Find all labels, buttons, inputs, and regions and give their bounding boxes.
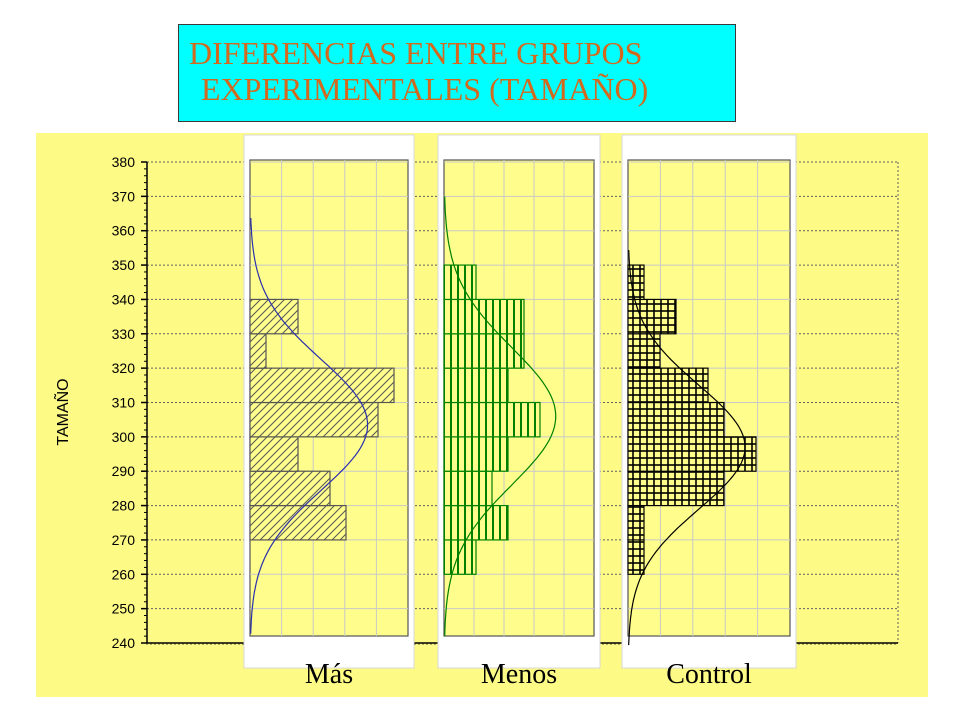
y-tick-label: 280 <box>112 498 136 514</box>
y-tick-label: 290 <box>112 463 136 479</box>
group-label: Más <box>305 659 353 690</box>
histogram-bar <box>249 298 299 335</box>
histogram-bar <box>627 470 725 507</box>
histogram-bar <box>627 539 645 575</box>
y-tick-label: 370 <box>112 188 136 204</box>
y-tick-label: 350 <box>112 257 136 273</box>
histogram-bar <box>443 470 493 507</box>
histogram-bar <box>627 298 677 335</box>
y-tick-label: 320 <box>112 360 136 376</box>
y-tick-label: 330 <box>112 326 136 342</box>
y-tick-label: 340 <box>112 291 136 307</box>
histogram-bar <box>443 539 477 575</box>
histogram-bar <box>443 333 525 369</box>
histogram-bar <box>627 401 725 438</box>
chart-title-box: DIFERENCIAS ENTRE GRUPOS EXPERIMENTALES … <box>178 24 736 122</box>
normal-curve <box>250 217 369 634</box>
histogram-bar <box>443 298 525 335</box>
histogram-bar <box>249 367 395 404</box>
histogram-bar <box>443 264 477 301</box>
group-label: Menos <box>481 659 557 690</box>
histogram-bar <box>443 367 509 404</box>
y-tick-label: 300 <box>112 429 136 445</box>
histogram-bar <box>627 367 709 404</box>
histogram-bar <box>249 333 267 369</box>
y-tick-label: 270 <box>112 532 136 548</box>
histogram-bar <box>249 470 331 507</box>
y-tick-label: 310 <box>112 395 136 411</box>
chart-title-line2: EXPERIMENTALES (TAMAÑO) <box>201 71 649 107</box>
histogram-bar <box>249 504 347 541</box>
histogram-bar <box>627 264 645 301</box>
histogram-bar <box>627 436 757 472</box>
group-label: Control <box>666 659 752 690</box>
normal-curve <box>444 196 557 637</box>
chart-title-line1: DIFERENCIAS ENTRE GRUPOS <box>189 35 643 71</box>
y-tick-label: 260 <box>112 566 136 582</box>
histogram-panels: Más Menos Control <box>243 134 797 690</box>
histogram-bar <box>443 436 509 472</box>
y-tick-label: 250 <box>112 601 136 617</box>
panel-menos: Menos <box>437 134 601 690</box>
panel-control: Control <box>621 134 797 690</box>
histogram-bar <box>627 504 645 541</box>
histogram-bar <box>249 401 379 438</box>
histogram-bar <box>627 333 661 369</box>
normal-curve <box>628 249 746 646</box>
y-tick-label: 380 <box>112 154 136 170</box>
y-axis-label: TAMAÑO <box>52 378 72 445</box>
histogram-bar <box>443 504 509 541</box>
histogram-bar <box>443 401 541 438</box>
y-tick-label: 360 <box>112 223 136 239</box>
y-tick-label: 240 <box>112 635 136 651</box>
histogram-bar <box>249 436 299 472</box>
panel-mas: Más <box>243 134 415 690</box>
